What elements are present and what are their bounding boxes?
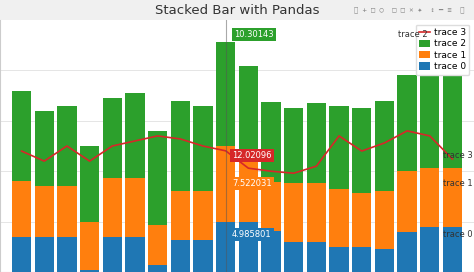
Bar (12, 91, 31, 181)
Bar (397, 171, 417, 232)
Bar (35, 186, 54, 237)
Bar (443, 168, 462, 227)
Bar (238, 151, 258, 222)
Bar (148, 131, 167, 225)
Bar (12, 181, 31, 237)
Bar (193, 106, 213, 191)
Bar (57, 237, 77, 272)
Bar (375, 101, 394, 191)
Bar (443, 64, 462, 168)
Bar (193, 191, 213, 240)
Legend: trace 3, trace 2, trace 1, trace 0: trace 3, trace 2, trace 1, trace 0 (416, 24, 469, 75)
Bar (352, 193, 372, 247)
Bar (57, 186, 77, 237)
Text: 4.985801: 4.985801 (232, 230, 272, 239)
Bar (375, 191, 394, 249)
Bar (420, 168, 439, 227)
Bar (284, 108, 303, 183)
Bar (171, 240, 190, 272)
Bar (216, 42, 236, 146)
Bar (443, 227, 462, 272)
Bar (193, 240, 213, 272)
Bar (261, 182, 281, 231)
Bar (35, 237, 54, 272)
Bar (238, 222, 258, 272)
Bar (148, 265, 167, 272)
Bar (57, 106, 77, 186)
Bar (420, 227, 439, 272)
Bar (329, 247, 349, 272)
Bar (329, 106, 349, 189)
Bar (261, 231, 281, 272)
Bar (216, 222, 236, 272)
Bar (375, 249, 394, 272)
Text: trace 0: trace 0 (443, 230, 473, 239)
Bar (307, 183, 326, 242)
Bar (352, 247, 372, 272)
Bar (80, 222, 99, 270)
Bar (397, 75, 417, 171)
Bar (284, 242, 303, 272)
Bar (397, 232, 417, 272)
Bar (148, 225, 167, 265)
Bar (125, 92, 145, 178)
Bar (80, 146, 99, 222)
Bar (80, 270, 99, 272)
Bar (420, 62, 439, 168)
Text: 7.522031: 7.522031 (232, 179, 272, 188)
Bar (125, 178, 145, 237)
Bar (329, 189, 349, 247)
Bar (102, 98, 122, 178)
Text: 12.02096: 12.02096 (232, 152, 272, 160)
Bar (307, 242, 326, 272)
Bar (238, 66, 258, 151)
Bar (216, 146, 236, 222)
Bar (284, 183, 303, 242)
Bar (102, 237, 122, 272)
Bar (12, 237, 31, 272)
Bar (35, 111, 54, 186)
Text: trace 1: trace 1 (443, 179, 473, 188)
Text: trace 2: trace 2 (398, 30, 428, 39)
Bar (102, 178, 122, 237)
Text: 10.30143: 10.30143 (234, 30, 274, 39)
Bar (171, 101, 190, 191)
Bar (352, 108, 372, 193)
Bar (261, 102, 281, 182)
Text: trace 3: trace 3 (443, 152, 473, 160)
Title: Stacked Bar with Pandas: Stacked Bar with Pandas (155, 4, 319, 17)
Bar (125, 237, 145, 272)
Text: 🔍 + □ ○  □ □ ✕ ✦  ↕ ━ ≡  📊: 🔍 + □ ○ □ □ ✕ ✦ ↕ ━ ≡ 📊 (354, 7, 465, 13)
Bar (307, 103, 326, 183)
Bar (171, 191, 190, 240)
